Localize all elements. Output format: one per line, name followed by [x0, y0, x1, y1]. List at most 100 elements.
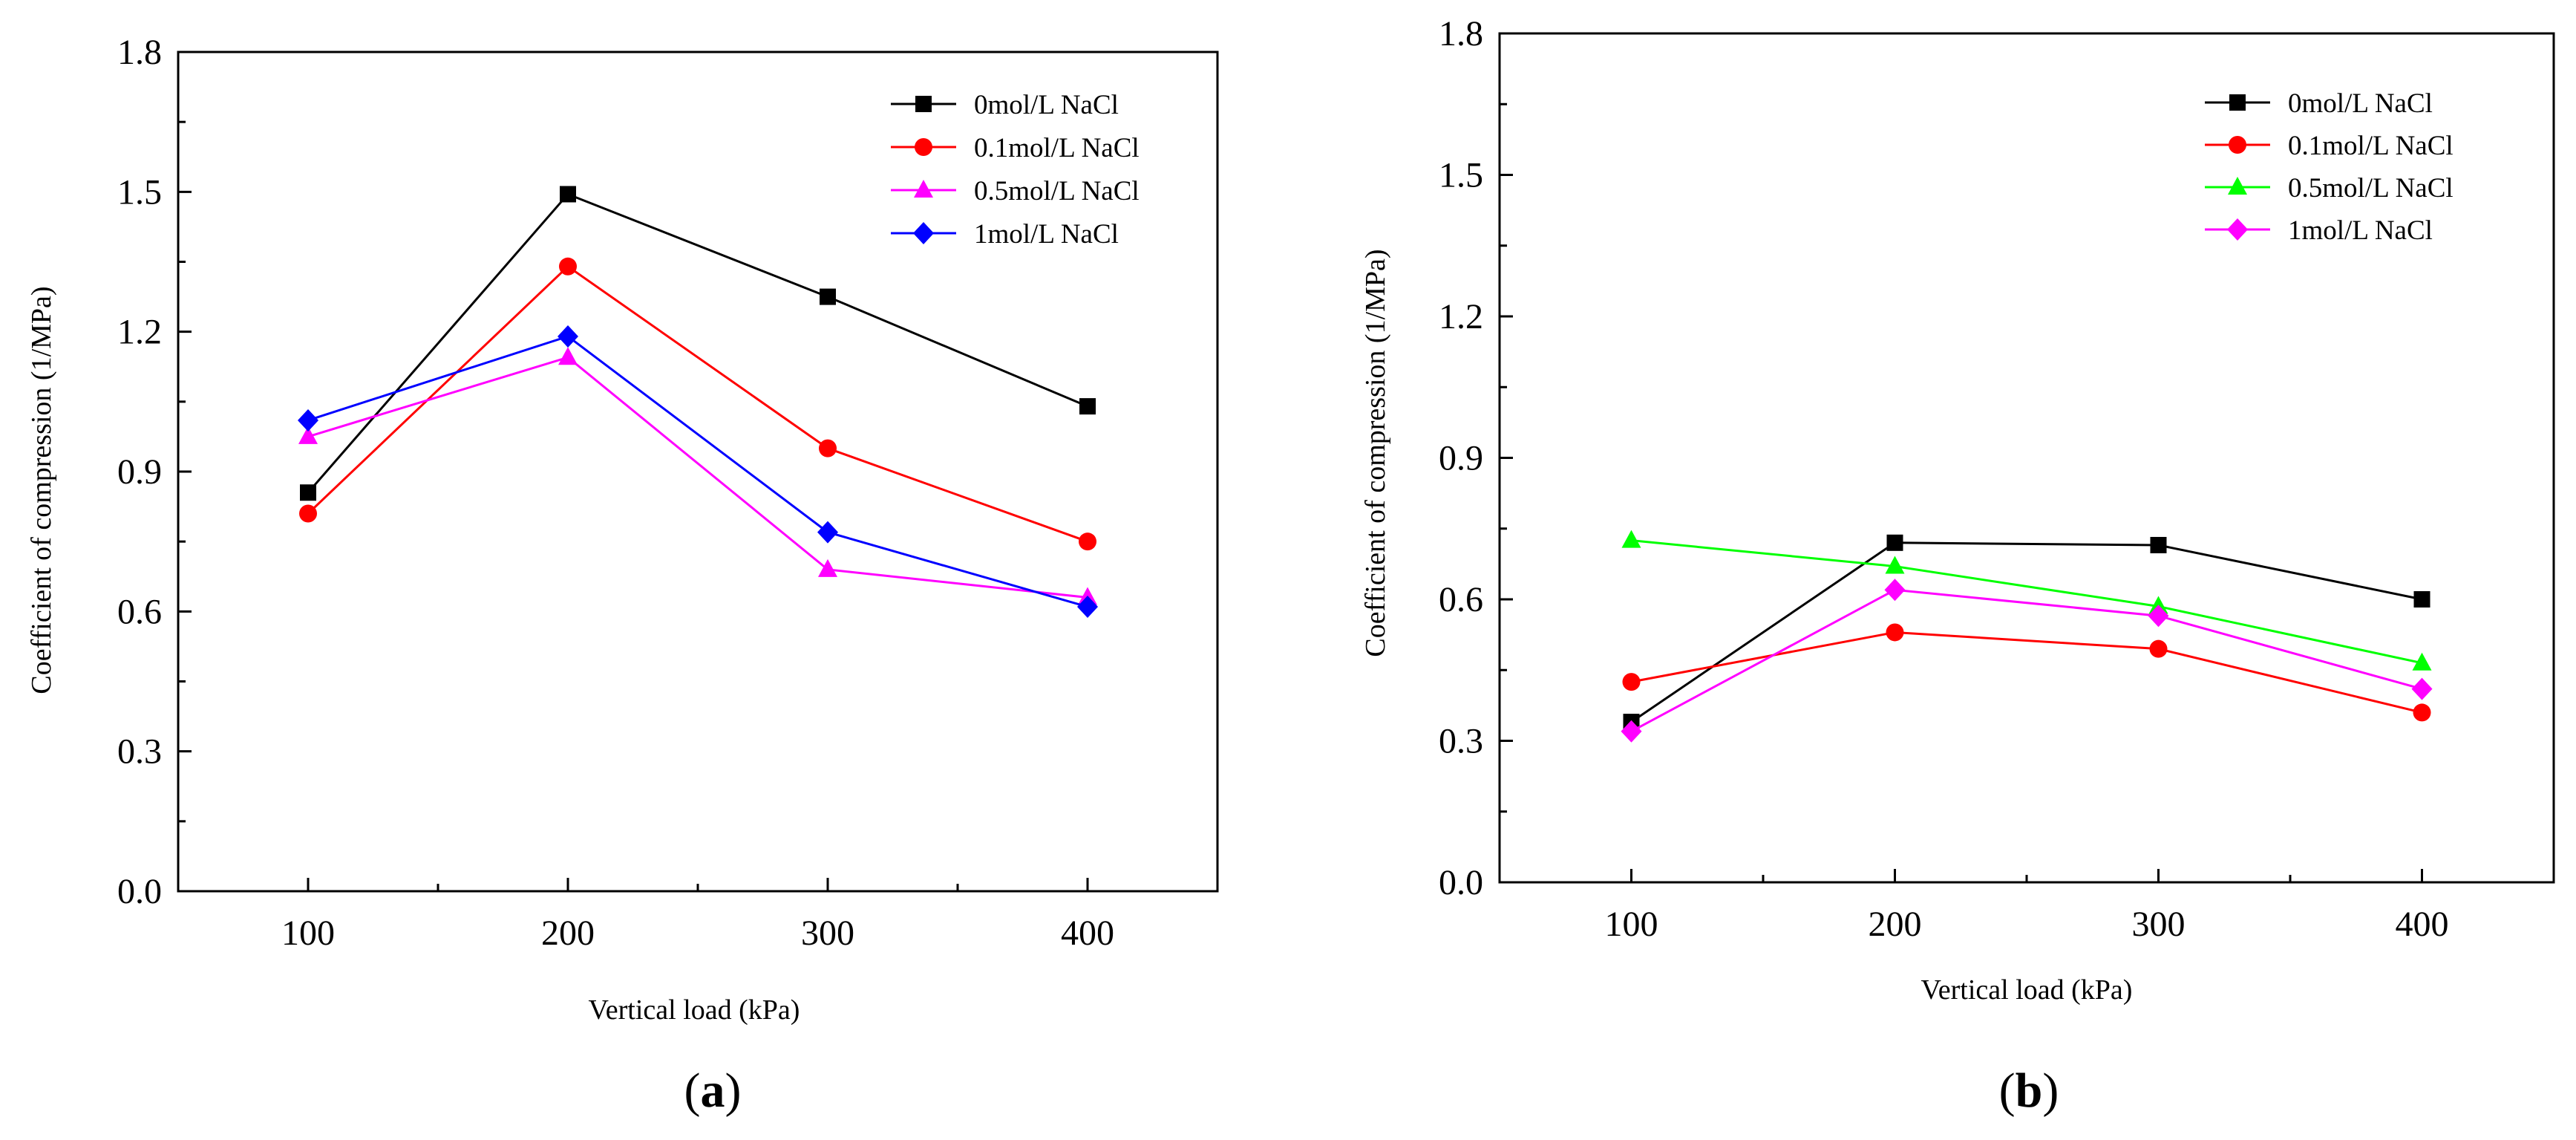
- panel-b-series-2-point: [1621, 530, 1641, 548]
- panel-b-y-tick-label: 0.9: [1439, 439, 1483, 478]
- panel-b-legend-label: 1mol/L NaCl: [2288, 215, 2433, 246]
- panel-b-series-0: [1623, 534, 2430, 731]
- panel-a-series-2-point: [558, 347, 578, 365]
- panel-b-y-tick-label: 0.0: [1439, 863, 1483, 902]
- panel-a-legend-marker: [915, 96, 932, 112]
- panel-a-series-2-point: [818, 558, 837, 577]
- panel-b-series-2: [1621, 530, 2432, 671]
- panel-b-series-1: [1622, 623, 2431, 722]
- panel-a-series-3-line: [307, 335, 1088, 608]
- panel-a-caption: (a): [684, 1064, 742, 1118]
- panel-b-caption: (b): [1999, 1064, 2059, 1118]
- panel-b-series-3-line: [1630, 588, 2422, 733]
- panel-b-series-1-point: [2149, 639, 2168, 658]
- panel-b-series-3-point: [2148, 605, 2169, 628]
- panel-a-series-0-point: [1079, 398, 1096, 415]
- panel-b-series-3-point: [1621, 720, 1642, 743]
- panel-b-legend-marker: [2229, 94, 2246, 111]
- panel-a-y-tick-label: 0.6: [117, 592, 162, 631]
- panel-a-series-3-point: [558, 325, 578, 348]
- panel-a-y-tick-label: 0.9: [117, 452, 162, 492]
- panel-b-x-tick-label: 200: [1869, 905, 1922, 944]
- panel-a-xlabel: Vertical load (kPa): [589, 994, 800, 1026]
- panel-a-series-3-point: [1077, 596, 1098, 619]
- panel-a-series-3-point: [817, 521, 838, 544]
- panel-b-xlabel: Vertical load (kPa): [1921, 974, 2133, 1006]
- panel-b-x-tick-label: 300: [2132, 905, 2186, 944]
- panel-a-legend-marker: [913, 222, 934, 244]
- panel-b-legend-label: 0.5mol/L NaCl: [2288, 173, 2454, 203]
- panel-a-x-tick-label: 300: [801, 913, 854, 953]
- panel-b-y-tick-label: 1.5: [1439, 156, 1483, 195]
- panel-a-series-0-point: [820, 288, 836, 305]
- panel-b-series-3: [1621, 579, 2433, 743]
- panel-b-series-3-point: [2411, 677, 2433, 700]
- panel-a-series-0-line: [307, 192, 1088, 494]
- panel-b-legend-label: 0mol/L NaCl: [2288, 88, 2433, 119]
- panel-a-ylabel: Coefficient of compression (1/MPa): [26, 286, 57, 694]
- panel-b-series-0-point: [2413, 591, 2430, 608]
- panel-b-series-1-line: [1631, 631, 2422, 714]
- panel-b-caption-open: (: [1999, 1064, 2016, 1118]
- panel-b-series-3-point: [1884, 579, 1906, 602]
- panel-a-series-1-point: [1079, 532, 1096, 551]
- panel-a-legend-label: 0mol/L NaCl: [974, 90, 1119, 120]
- panel-a-legend: 0mol/L NaCl 0.1mol/L NaCl 0.5mol/L NaCl 1mo…: [891, 90, 1140, 250]
- panel-a-series-3-point: [298, 408, 318, 431]
- panel-a-series-0-point: [560, 186, 576, 203]
- panel-a-legend-label: 1mol/L NaCl: [974, 219, 1119, 250]
- panel-b-y-tick-label: 1.8: [1439, 14, 1483, 53]
- panel-b-series-1-point: [1886, 623, 1904, 642]
- panel-a-y-tick-label: 1.5: [117, 172, 162, 212]
- panel-b-series-2-line: [1631, 539, 2422, 665]
- panel-a-x-tick-label: 400: [1061, 913, 1114, 953]
- panel-a-y-tick-label: 1.8: [117, 33, 162, 72]
- panel-b-series-0-point: [2150, 536, 2167, 553]
- panel-a-series-1-point: [559, 257, 577, 276]
- panel-a-x-tick-label: 200: [541, 913, 595, 953]
- panel-b-x-tick-label: 100: [1605, 905, 1658, 944]
- panel-a-legend-marker: [914, 180, 933, 198]
- panel-b-legend-marker: [2228, 177, 2247, 195]
- panel-a-caption-letter: a: [701, 1064, 725, 1118]
- panel-a-caption-close: ): [725, 1064, 742, 1118]
- panel-a-y-tick-label: 1.2: [117, 313, 162, 352]
- panel-a-legend-marker: [915, 138, 932, 156]
- panel-a: 0.0 0.3 0.6 0.9 1.2 1.5 1.8 100 200 300 400 0mol/L …: [26, 33, 1219, 1118]
- panel-a-series-1: [299, 257, 1096, 551]
- panel-a-y-tick-label: 0.3: [117, 732, 162, 772]
- panel-a-legend-label: 0.1mol/L NaCl: [974, 133, 1140, 163]
- panel-a-legend-label: 0.5mol/L NaCl: [974, 176, 1140, 206]
- panel-b-x-tick-label: 400: [2396, 905, 2449, 944]
- panel-a-series-1-line: [307, 264, 1088, 543]
- panel-a-plot: 0.0 0.3 0.6 0.9 1.2 1.5 1.8 100 200 300 400 0mol/L …: [117, 33, 1219, 953]
- panel-b-ylabel: Coefficient of compression (1/MPa): [1360, 249, 1391, 657]
- panel-a-series-0-point: [300, 484, 316, 501]
- panel-b: 0.0 0.3 0.6 0.9 1.2 1.5 1.8 100 200 300 400 0mol/L …: [1360, 14, 2555, 1118]
- panel-b-legend: 0mol/L NaCl 0.1mol/L NaCl 0.5mol/L NaCl 1mo…: [2205, 88, 2454, 246]
- panel-a-series-2-point: [298, 426, 318, 444]
- panel-b-caption-close: ): [2042, 1064, 2059, 1118]
- panel-b-series-2-point: [2412, 652, 2432, 671]
- panel-b-y-tick-label: 1.2: [1439, 297, 1483, 336]
- panel-b-plot: 0.0 0.3 0.6 0.9 1.2 1.5 1.8 100 200 300 400 0mol/L …: [1439, 14, 2555, 944]
- panel-b-legend-marker: [2227, 218, 2248, 241]
- panel-b-caption-letter: b: [2016, 1064, 2043, 1118]
- panel-a-caption-open: (: [684, 1064, 701, 1118]
- panel-b-legend-label: 0.1mol/L NaCl: [2288, 131, 2454, 161]
- panel-b-legend-marker: [2229, 136, 2246, 154]
- panel-a-series-3: [298, 325, 1098, 619]
- panel-b-series-2-point: [1885, 556, 1905, 574]
- panel-a-series-2-line: [307, 356, 1088, 599]
- panel-b-y-tick-label: 0.3: [1439, 722, 1483, 761]
- panel-a-series-1-point: [819, 439, 837, 457]
- panel-b-series-0-line: [1630, 541, 2422, 723]
- panel-a-series-0: [300, 186, 1096, 501]
- panel-b-y-tick-label: 0.6: [1439, 580, 1483, 619]
- panel-b-series-0-point: [1886, 534, 1903, 551]
- panel-b-series-1-point: [1622, 673, 1641, 691]
- panel-a-series-1-point: [299, 504, 317, 523]
- panel-a-y-tick-label: 0.0: [117, 872, 162, 911]
- panel-a-x-tick-label: 100: [281, 913, 335, 953]
